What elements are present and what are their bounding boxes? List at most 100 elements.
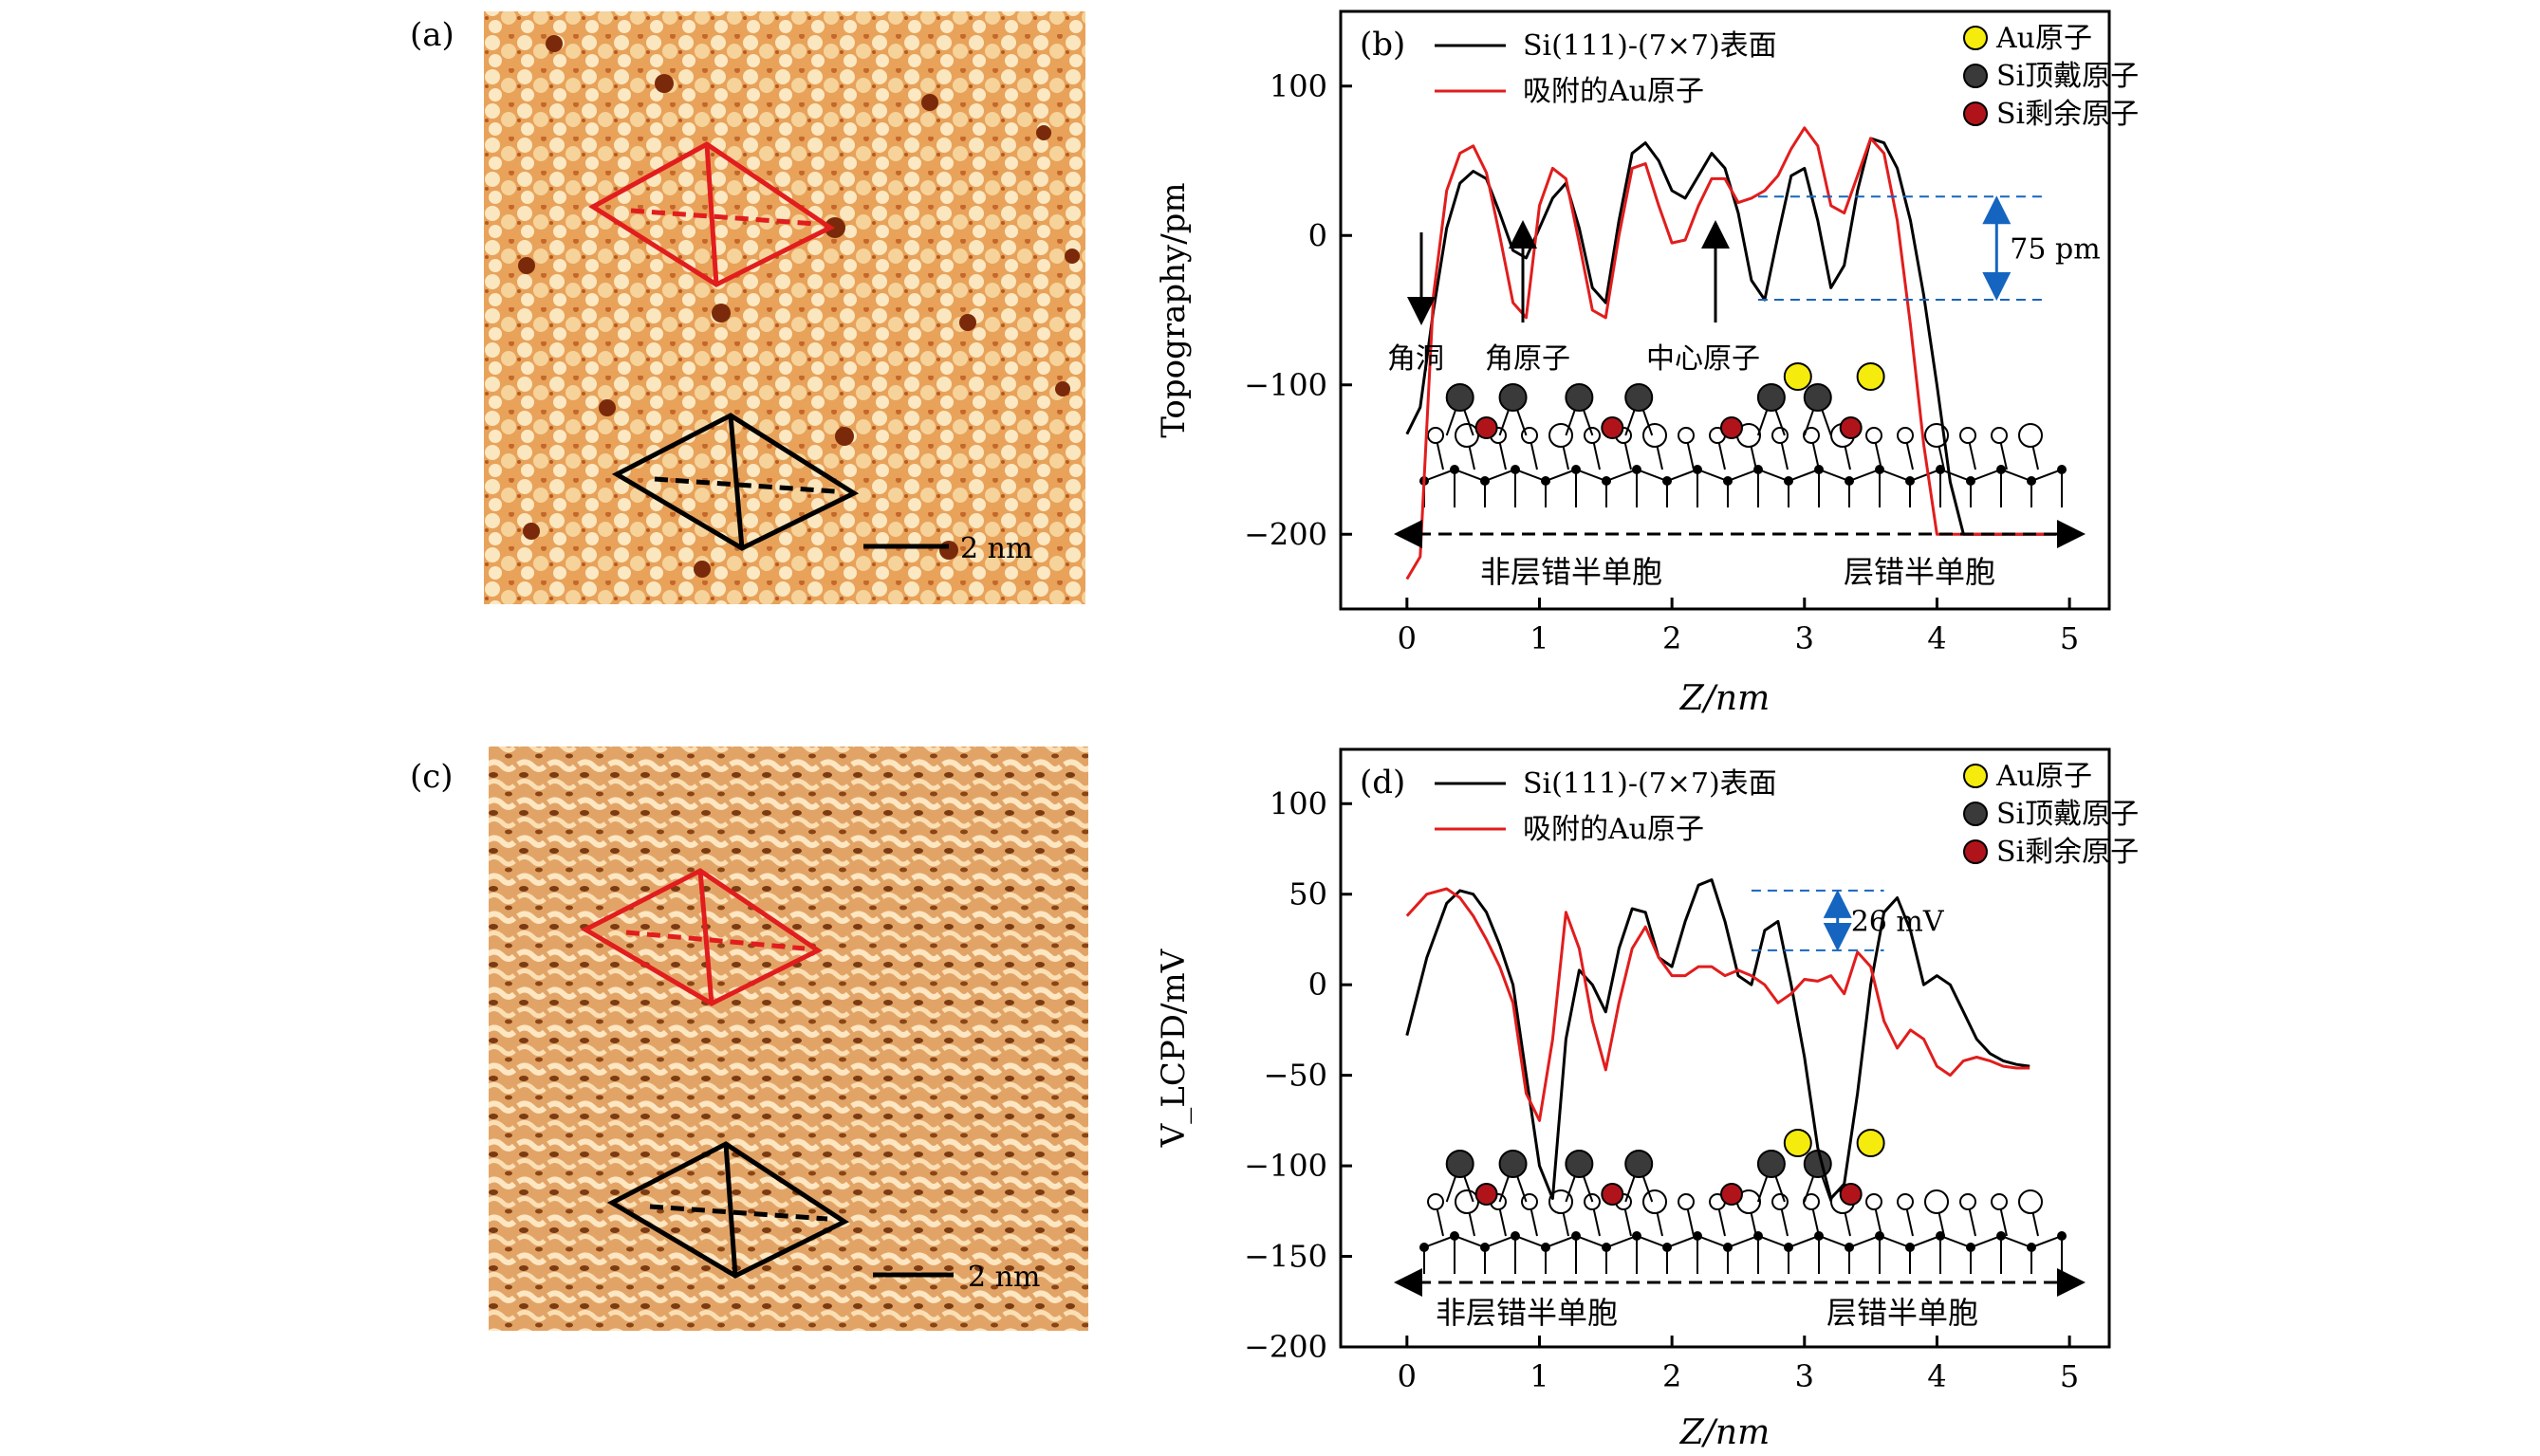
substrate-atom <box>1875 465 1884 474</box>
unit-cell-black-c <box>606 1141 850 1279</box>
x-tick-label: 0 <box>1398 1358 1417 1394</box>
legend-au-b: 吸附的Au原子 <box>1523 75 1704 108</box>
legend-au-atom-d: Au原子 <box>1995 760 2092 793</box>
y-tick-label: −150 <box>1244 1239 1327 1275</box>
kpfm-image-c: 2 nm <box>489 746 1088 1331</box>
substrate-atom <box>1602 1243 1611 1252</box>
surface-atom <box>1455 423 1479 448</box>
substrate-atom <box>1450 1231 1459 1241</box>
si-adatom <box>1445 1150 1474 1178</box>
cell-label-faulted-d: 层错半单胞 <box>1826 1295 1978 1331</box>
substrate-atom <box>1875 1231 1884 1241</box>
y-tick-label: −50 <box>1263 1058 1327 1094</box>
y-tick-label: −200 <box>1244 516 1327 552</box>
substrate-atom <box>1693 465 1702 474</box>
cell-label-unfaulted-b: 非层错半单胞 <box>1480 554 1662 590</box>
si-rest-atom <box>1474 1183 1498 1206</box>
substrate-atom <box>1632 465 1641 474</box>
surface-atom <box>1642 1189 1667 1214</box>
si-adatom <box>1756 1150 1786 1178</box>
surface-atom <box>1678 427 1695 444</box>
y-tick-label: −100 <box>1244 1148 1327 1184</box>
series-line-surface <box>1405 137 2057 536</box>
substrate-atom <box>2057 1231 2067 1241</box>
y-tick-label: −200 <box>1244 1329 1327 1365</box>
surface-atom <box>1771 1193 1789 1210</box>
x-tick-label: 2 <box>1662 1358 1681 1394</box>
x-tick-label: 1 <box>1530 1358 1548 1394</box>
surface-atom <box>1548 423 1573 448</box>
legend-si-rest-marker-d <box>1963 839 1988 864</box>
substrate-atom <box>1419 1243 1429 1252</box>
scale-bar-label-a: 2 nm <box>960 532 1032 565</box>
xlabel-d: Z/nm <box>1679 1413 1770 1452</box>
substrate-atom <box>1845 1243 1854 1252</box>
atomic-schematic-d <box>1419 1129 2067 1274</box>
surface-atom <box>1897 427 1914 444</box>
substrate-atom <box>1845 476 1854 486</box>
legend-si-adatom-b: Si顶戴原子 <box>1996 60 2139 93</box>
panel-label-c: (c) <box>410 758 454 796</box>
x-tick-label: 4 <box>1927 620 1946 656</box>
atomic-schematic-b <box>1419 362 2067 507</box>
x-tick-label: 3 <box>1795 620 1814 656</box>
legend-surface-d: Si(111)-(7×7)表面 <box>1523 767 1777 801</box>
substrate-atom <box>1996 1231 2006 1241</box>
x-tick-label: 2 <box>1662 620 1681 656</box>
cell-label-faulted-b: 层错半单胞 <box>1844 554 1995 590</box>
surface-atom <box>1924 1189 1949 1214</box>
scale-bar-label-c: 2 nm <box>968 1261 1040 1294</box>
xlabel-b: Z/nm <box>1679 679 1770 718</box>
surface-atom <box>1897 1193 1914 1210</box>
legend-si-rest-d: Si剩余原子 <box>1996 836 2139 869</box>
substrate-atom <box>1602 476 1611 486</box>
x-tick-label: 0 <box>1398 620 1417 656</box>
au-atom <box>1783 1129 1812 1157</box>
substrate-atom <box>1511 1231 1520 1241</box>
substrate-atom <box>1632 1231 1641 1241</box>
legend-si-rest-b: Si剩余原子 <box>1996 98 2139 131</box>
surface-atom <box>1803 1193 1820 1210</box>
cell-label-unfaulted-d: 非层错半单胞 <box>1436 1295 1618 1331</box>
substrate-atom <box>2057 465 2067 474</box>
si-adatom <box>1498 383 1528 412</box>
site-label-center-adatom: 中心原子 <box>1646 342 1760 376</box>
substrate-atom <box>1541 476 1550 486</box>
surface-atom <box>1991 1193 2008 1210</box>
y-tick-label: 100 <box>1270 785 1327 821</box>
si-rest-atom <box>1719 416 1743 439</box>
legend-au-d: 吸附的Au原子 <box>1523 813 1704 846</box>
legend-d: Si(111)-(7×7)表面 吸附的Au原子 Au原子 Si顶戴原子 Si剩余… <box>1435 760 2139 869</box>
legend-au-atom-marker-d <box>1963 764 1988 788</box>
unit-cell-red-c <box>580 868 823 1006</box>
si-rest-atom <box>1839 416 1863 439</box>
substrate-atom <box>1511 465 1520 474</box>
surface-atom <box>1959 427 1976 444</box>
stm-image-a: 2 nm <box>484 11 1085 604</box>
si-adatom <box>1445 383 1474 412</box>
si-adatom <box>1624 383 1654 412</box>
surface-atom <box>1865 427 1882 444</box>
substrate-atom <box>1693 1231 1702 1241</box>
annotation-label: 26 mV <box>1851 905 1945 938</box>
cell-range-b: 非层错半单胞 层错半单胞 <box>1394 520 2086 590</box>
si-adatom <box>1803 383 1832 412</box>
si-adatom <box>1803 1150 1832 1178</box>
substrate-bonds <box>1423 468 2063 483</box>
si-adatom <box>1565 1150 1594 1178</box>
panel-label-a: (a) <box>410 16 454 54</box>
legend-b: Si(111)-(7×7)表面 吸附的Au原子 Au原子 Si顶戴原子 Si剩余… <box>1435 22 2139 131</box>
surface-atom <box>1548 1189 1573 1214</box>
substrate-atom <box>1723 1243 1733 1252</box>
unit-cell-red-a <box>588 141 835 287</box>
legend-au-atom-b: Au原子 <box>1995 22 2092 55</box>
substrate-atom <box>2027 476 2036 486</box>
surface-atom <box>1991 427 2008 444</box>
y-tick-label: 0 <box>1308 217 1327 253</box>
plot-frame-b <box>1339 9 2111 611</box>
substrate-atom <box>1450 465 1459 474</box>
surface-atom <box>1427 427 1444 444</box>
substrate-atom <box>2027 1243 2036 1252</box>
si-adatom <box>1498 1150 1528 1178</box>
